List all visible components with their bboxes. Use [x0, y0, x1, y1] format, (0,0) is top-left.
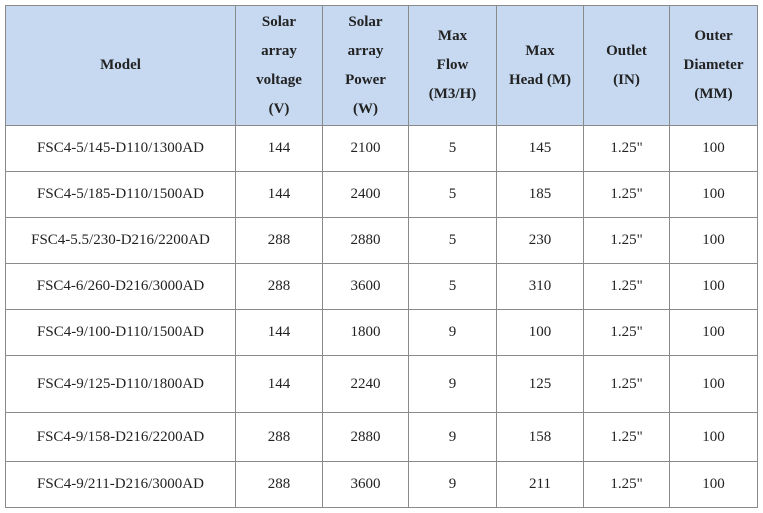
table-cell: 288: [235, 461, 323, 508]
table-cell: 100: [669, 355, 758, 413]
table-cell: 9: [408, 412, 497, 462]
table-cell: 5: [408, 263, 497, 310]
header-text: Flow: [436, 57, 469, 73]
header-cell: Max Flow (M3/H): [408, 5, 497, 126]
table-cell: 144: [235, 125, 323, 172]
table-cell: 125: [496, 355, 584, 413]
table-cell: 1.25": [583, 217, 670, 264]
table-cell: 1.25": [583, 309, 670, 356]
table-cell: 9: [408, 355, 497, 413]
table-cell: 144: [235, 309, 323, 356]
table-cell: FSC4-5/185-D110/1500AD: [5, 171, 236, 218]
table-cell: 100: [669, 125, 758, 172]
table-cell: 2400: [322, 171, 409, 218]
table-cell: FSC4-9/100-D110/1500AD: [5, 309, 236, 356]
header-cell: Solar array Power (W): [322, 5, 409, 126]
header-text: (MM): [694, 86, 733, 102]
table-cell: 100: [669, 461, 758, 508]
table-cell: 1.25": [583, 263, 670, 310]
table-cell: 144: [235, 355, 323, 413]
table-cell: 3600: [322, 461, 409, 508]
header-text: Diameter: [683, 57, 744, 73]
table-cell: 185: [496, 171, 584, 218]
table-cell: 158: [496, 412, 584, 462]
header-text: Outer: [694, 28, 733, 44]
spec-table: Model Solar array voltage (V) Solar array Power…: [5, 5, 758, 508]
table-row: FSC4-5/145-D110/1300AD 144 2100 5 145 1.25" 10…: [5, 125, 758, 172]
table-cell: 211: [496, 461, 584, 508]
header-text: Head (M): [508, 71, 572, 88]
table-cell: 9: [408, 309, 497, 356]
header-text: Outlet: [606, 42, 647, 59]
table-row: FSC4-9/158-D216/2200AD 288 2880 9 158 1.25" 10…: [5, 412, 758, 462]
header-text: (IN): [613, 71, 640, 88]
table-cell: 230: [496, 217, 584, 264]
table-cell: 9: [408, 461, 497, 508]
header-text: (V): [268, 100, 290, 117]
header-text: Solar: [348, 13, 383, 30]
table-cell: 100: [669, 217, 758, 264]
table-body: FSC4-5/145-D110/1300AD 144 2100 5 145 1.25" 10…: [5, 125, 758, 508]
header-text: array: [261, 42, 297, 59]
header-text: (M3/H): [428, 86, 477, 102]
table-cell: 288: [235, 217, 323, 264]
header-cell: Outer Diameter (MM): [669, 5, 758, 126]
table-cell: 100: [669, 171, 758, 218]
header-text: Max: [525, 42, 555, 59]
header-text: voltage: [256, 71, 302, 88]
header-row: Model Solar array voltage (V) Solar array Power…: [5, 5, 758, 126]
table-row: FSC4-5.5/230-D216/2200AD 288 2880 5 230 1.25"…: [5, 217, 758, 264]
table-cell: 2240: [322, 355, 409, 413]
table-row: FSC4-9/100-D110/1500AD 144 1800 9 100 1.25" 10…: [5, 309, 758, 356]
table-cell: 5: [408, 171, 497, 218]
table-cell: FSC4-5/145-D110/1300AD: [5, 125, 236, 172]
table-cell: FSC4-9/211-D216/3000AD: [5, 461, 236, 508]
header-text: Model: [100, 57, 141, 73]
table-cell: 1.25": [583, 125, 670, 172]
header-cell: Outlet (IN): [583, 5, 670, 126]
table-row: FSC4-9/125-D110/1800AD 144 2240 9 125 1.25" 10…: [5, 355, 758, 413]
table-row: FSC4-6/260-D216/3000AD 288 3600 5 310 1.25" 10…: [5, 263, 758, 310]
table-cell: 310: [496, 263, 584, 310]
table-cell: 144: [235, 171, 323, 218]
header-cell: Model: [5, 5, 236, 126]
header-text: array: [347, 42, 384, 59]
table-cell: 5: [408, 217, 497, 264]
table-cell: 288: [235, 412, 323, 462]
table-cell: FSC4-9/125-D110/1800AD: [5, 355, 236, 413]
table-cell: 1.25": [583, 171, 670, 218]
header-text: Max: [437, 28, 468, 44]
header-text: Solar: [261, 13, 297, 30]
table-cell: 1.25": [583, 461, 670, 508]
table-cell: 1800: [322, 309, 409, 356]
header-text: Power: [345, 71, 386, 88]
table-cell: 5: [408, 125, 497, 172]
table-cell: FSC4-9/158-D216/2200AD: [5, 412, 236, 462]
table-cell: 100: [669, 263, 758, 310]
table-cell: 100: [669, 412, 758, 462]
table-cell: FSC4-5.5/230-D216/2200AD: [5, 217, 236, 264]
table-cell: 1.25": [583, 412, 670, 462]
table-cell: 2880: [322, 412, 409, 462]
header-cell: Solar array voltage (V): [235, 5, 323, 126]
table-cell: 100: [496, 309, 584, 356]
table-cell: FSC4-6/260-D216/3000AD: [5, 263, 236, 310]
table-cell: 288: [235, 263, 323, 310]
table-cell: 2880: [322, 217, 409, 264]
table-row: FSC4-9/211-D216/3000AD 288 3600 9 211 1.25" 10…: [5, 461, 758, 508]
table-row: FSC4-5/185-D110/1500AD 144 2400 5 185 1.25" 10…: [5, 171, 758, 218]
table-cell: 3600: [322, 263, 409, 310]
table-cell: 100: [669, 309, 758, 356]
table-cell: 2100: [322, 125, 409, 172]
table-cell: 145: [496, 125, 584, 172]
table-cell: 1.25": [583, 355, 670, 413]
header-cell: Max Head (M): [496, 5, 584, 126]
header-text: (W): [353, 100, 378, 117]
